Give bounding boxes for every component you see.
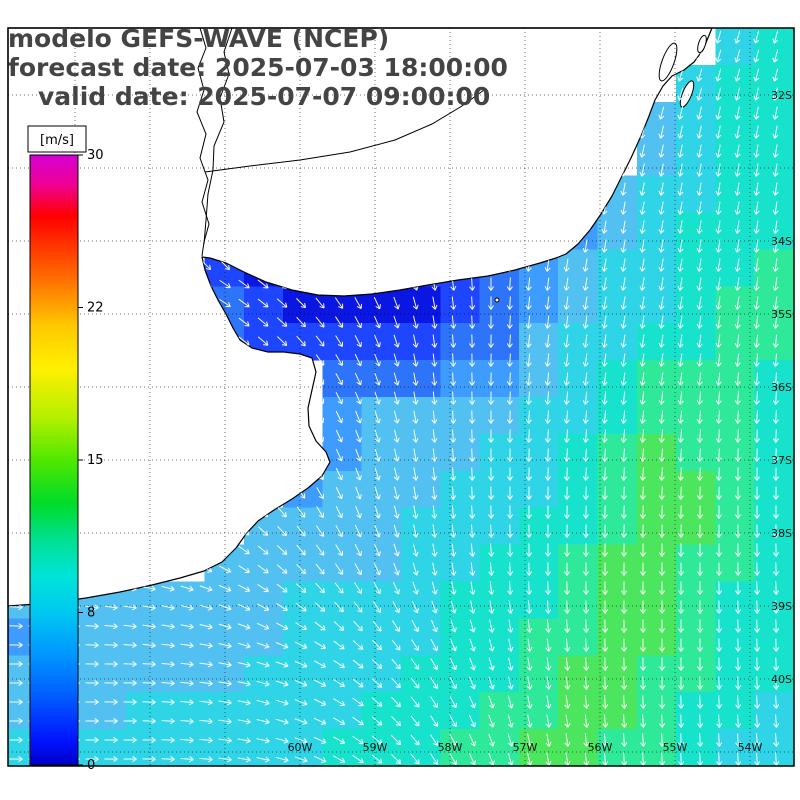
svg-text:34S: 34S — [771, 235, 792, 248]
plot-title: modelo GEFS-WAVE (NCEP) — [8, 24, 390, 53]
svg-text:39S: 39S — [771, 600, 792, 613]
svg-text:40S: 40S — [771, 673, 792, 686]
latitude-axis-labels: 32S 34S 35S 36S 37S 38S 39S 40S — [771, 89, 792, 686]
svg-text:60W: 60W — [288, 741, 313, 754]
svg-text:15: 15 — [87, 453, 104, 468]
svg-text:35S: 35S — [771, 308, 792, 321]
colorbar-gradient — [29, 154, 79, 766]
colorbar-unit-label: [m/s] — [40, 133, 74, 148]
svg-text:54W: 54W — [738, 741, 763, 754]
svg-text:57W: 57W — [513, 741, 538, 754]
colorbar-unit-box — [27, 125, 87, 153]
svg-text:30: 30 — [87, 148, 104, 163]
longitude-axis-labels: 60W 59W 58W 57W 56W 55W 54W — [288, 741, 763, 754]
svg-text:58W: 58W — [438, 741, 463, 754]
lat-lon-gridlines — [8, 28, 794, 766]
svg-text:36S: 36S — [771, 381, 792, 394]
svg-text:22: 22 — [87, 301, 104, 316]
forecast-date-line: forecast date: 2025-07-03 18:00:00 — [8, 53, 508, 82]
small-island — [494, 297, 500, 303]
svg-text:59W: 59W — [363, 741, 388, 754]
colorbar-tick-labels: 30 22 15 8 0 — [78, 148, 104, 773]
svg-text:0: 0 — [87, 758, 95, 773]
svg-text:55W: 55W — [663, 741, 688, 754]
river-uruguay — [196, 27, 210, 257]
colorbar: [m/s] 30 22 15 8 0 — [27, 125, 104, 773]
river-negro — [204, 89, 485, 173]
rivers — [196, 27, 485, 257]
lagoon-icon — [679, 80, 695, 108]
svg-text:8: 8 — [87, 606, 95, 621]
svg-text:32S: 32S — [771, 89, 792, 102]
wave-field-cells — [8, 28, 795, 767]
wave-direction-arrows — [9, 30, 780, 766]
svg-text:37S: 37S — [771, 454, 792, 467]
svg-text:38S: 38S — [771, 527, 792, 540]
svg-text:56W: 56W — [588, 741, 613, 754]
river-parana — [203, 27, 233, 245]
valid-date-line: valid date: 2025-07-07 09:00:00 — [38, 82, 491, 111]
map-frame — [7, 27, 795, 767]
